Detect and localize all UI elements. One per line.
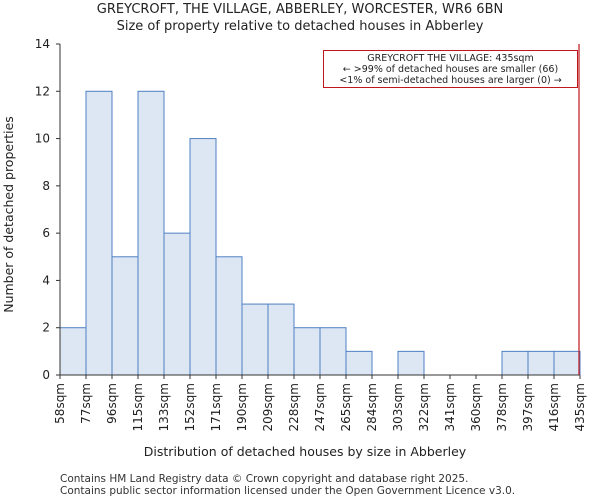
x-tick-label: 303sqm bbox=[391, 383, 405, 431]
x-tick-label: 190sqm bbox=[235, 383, 249, 431]
x-axis-label: Distribution of detached houses by size … bbox=[144, 444, 467, 459]
histogram-bar bbox=[137, 90, 165, 376]
histogram-bar bbox=[527, 350, 555, 376]
chart-title: GREYCROFT, THE VILLAGE, ABBERLEY, WORCES… bbox=[96, 2, 504, 17]
x-tick-label: 360sqm bbox=[469, 383, 483, 431]
x-tick-label: 378sqm bbox=[495, 383, 509, 431]
histogram-bar bbox=[319, 327, 347, 376]
x-tick-label: 341sqm bbox=[443, 383, 457, 431]
y-tick-label: 8 bbox=[42, 179, 50, 193]
x-tick-label: 284sqm bbox=[365, 383, 379, 431]
histogram-bar bbox=[293, 327, 321, 376]
x-tick-label: 435sqm bbox=[573, 383, 587, 431]
x-tick-label: 416sqm bbox=[547, 383, 561, 431]
y-tick-label: 14 bbox=[35, 37, 50, 51]
y-axis-label: Number of detached properties bbox=[1, 116, 16, 313]
x-tick-label: 96sqm bbox=[105, 383, 119, 424]
histogram-bar bbox=[553, 350, 581, 376]
x-tick-label: 58sqm bbox=[53, 383, 67, 424]
y-tick-label: 0 bbox=[42, 368, 50, 382]
y-tick-label: 10 bbox=[35, 132, 50, 146]
histogram-bar bbox=[241, 303, 269, 376]
histogram-bar bbox=[163, 232, 191, 376]
x-tick-label: 265sqm bbox=[339, 383, 353, 431]
footer-line-2: Contains public sector information licen… bbox=[60, 485, 516, 497]
x-tick-label: 209sqm bbox=[261, 383, 275, 431]
x-tick-label: 152sqm bbox=[183, 383, 197, 431]
histogram-bar bbox=[215, 256, 243, 376]
histogram-bar bbox=[345, 350, 373, 376]
property-annotation-box: GREYCROFT THE VILLAGE: 435sqm ← >99% of … bbox=[323, 50, 578, 88]
histogram-chart: 0 2 4 6 8 10 12 14 58sqm 77sqm 96sqm 115sqm 133sqm 15… bbox=[1, 37, 587, 459]
y-tick-label: 2 bbox=[42, 321, 50, 335]
histogram-bar bbox=[501, 350, 529, 376]
y-tick-label: 4 bbox=[42, 273, 50, 287]
x-tick-label: 115sqm bbox=[131, 383, 145, 431]
footer-line-1: Contains HM Land Registry data © Crown c… bbox=[60, 473, 469, 485]
histogram-bar bbox=[397, 350, 425, 376]
x-tick-label: 171sqm bbox=[209, 383, 223, 431]
histogram-bar bbox=[189, 138, 217, 376]
annotation-line-2: ← >99% of detached houses are smaller (6… bbox=[342, 64, 559, 75]
histogram-bar bbox=[267, 303, 295, 376]
histogram-bar bbox=[85, 90, 113, 376]
histogram-bar bbox=[111, 256, 139, 376]
histogram-bar bbox=[59, 327, 87, 376]
annotation-line-3: <1% of semi-detached houses are larger (… bbox=[339, 75, 562, 86]
annotation-line-1: GREYCROFT THE VILLAGE: 435sqm bbox=[367, 53, 534, 64]
x-tick-label: 77sqm bbox=[79, 383, 93, 424]
x-tick-label: 322sqm bbox=[417, 383, 431, 431]
x-tick-label: 397sqm bbox=[521, 383, 535, 431]
x-tick-label: 133sqm bbox=[157, 383, 171, 431]
y-tick-label: 6 bbox=[42, 226, 50, 240]
chart-subtitle: Size of property relative to detached ho… bbox=[116, 19, 484, 34]
x-tick-label: 247sqm bbox=[313, 383, 327, 431]
y-tick-label: 12 bbox=[35, 84, 50, 98]
x-tick-label: 228sqm bbox=[287, 383, 301, 431]
